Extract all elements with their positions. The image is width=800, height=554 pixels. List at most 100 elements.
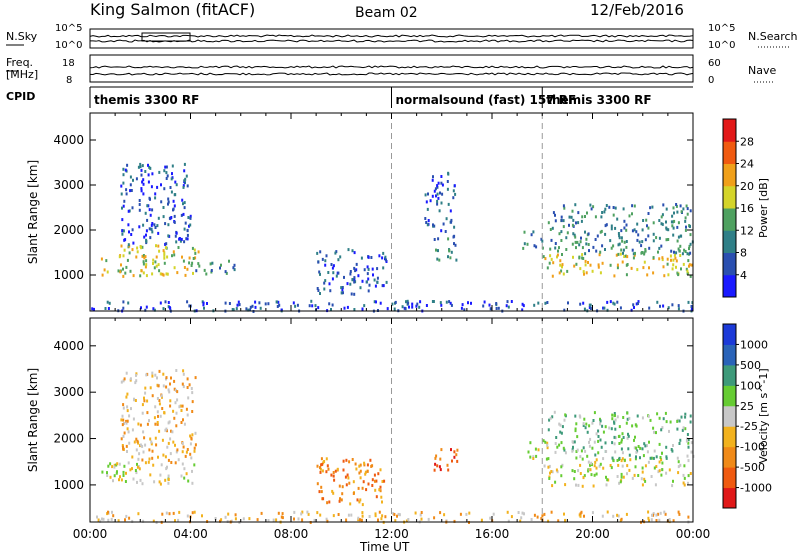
- data-cell: [126, 450, 128, 453]
- data-cell: [573, 470, 576, 473]
- data-cell: [152, 258, 155, 262]
- data-cell: [594, 215, 597, 219]
- data-cell: [374, 479, 376, 483]
- data-cell: [595, 458, 598, 462]
- data-cell: [175, 424, 178, 428]
- data-cell: [385, 258, 387, 262]
- data-cell: [156, 376, 158, 380]
- data-cell: [599, 230, 602, 234]
- data-cell: [281, 512, 284, 516]
- data-cell: [143, 399, 146, 403]
- data-cell: [437, 196, 440, 200]
- data-cell: [168, 420, 171, 424]
- data-cell: [181, 382, 184, 386]
- data-cell: [650, 518, 653, 522]
- colorbar-tick-label: 25: [740, 400, 754, 413]
- data-cell: [118, 255, 121, 259]
- data-cell: [186, 184, 189, 188]
- data-cell: [551, 470, 554, 474]
- data-cell: [159, 482, 162, 486]
- data-cell: [167, 305, 170, 309]
- data-cell: [375, 479, 378, 483]
- data-cell: [153, 308, 156, 312]
- data-cell: [647, 234, 650, 238]
- data-cell: [452, 235, 455, 239]
- data-cell: [319, 250, 322, 254]
- data-cell: [686, 271, 689, 275]
- data-cell: [664, 512, 667, 516]
- data-cell: [373, 278, 376, 282]
- data-cell: [186, 229, 189, 233]
- data-cell: [267, 519, 270, 522]
- data-cell: [645, 218, 648, 222]
- data-cell: [319, 467, 322, 471]
- data-cell: [366, 265, 369, 269]
- data-cell: [648, 266, 650, 270]
- data-cell: [583, 307, 586, 311]
- data-cell: [574, 429, 577, 433]
- data-cell: [602, 430, 605, 434]
- data-cell: [348, 460, 351, 464]
- data-cell: [561, 425, 564, 429]
- y-tick-label: 1000: [53, 268, 84, 282]
- data-cell: [614, 427, 617, 431]
- data-cell: [191, 469, 193, 473]
- data-cell: [436, 464, 439, 468]
- data-cell: [371, 464, 374, 468]
- data-cell: [336, 467, 339, 471]
- data-cell: [676, 456, 679, 460]
- data-cell: [135, 379, 138, 383]
- data-cell: [161, 272, 164, 276]
- data-cell: [366, 272, 369, 276]
- data-cell: [238, 303, 241, 307]
- cpid-segment-label: themis 3300 RF: [94, 93, 199, 107]
- data-cell: [594, 238, 597, 241]
- data-cell: [439, 511, 442, 515]
- data-cell: [296, 303, 299, 307]
- data-cell: [277, 511, 280, 515]
- data-cell: [129, 189, 132, 193]
- data-cell: [672, 226, 675, 230]
- data-cell: [552, 211, 555, 215]
- data-cell: [625, 228, 628, 232]
- data-cell: [557, 249, 559, 253]
- data-cell: [635, 302, 638, 306]
- data-cell: [579, 512, 582, 516]
- data-cell: [367, 255, 370, 259]
- data-cell: [437, 181, 440, 185]
- data-cell: [142, 254, 145, 257]
- data-cell: [258, 301, 261, 305]
- data-cell: [397, 512, 400, 516]
- data-cell: [367, 267, 370, 271]
- data-cell: [186, 386, 189, 389]
- data-cell: [347, 248, 350, 252]
- data-cell: [580, 236, 582, 240]
- data-cell: [616, 300, 619, 304]
- data-cell: [541, 514, 544, 518]
- data-cell: [121, 218, 124, 222]
- data-cell: [177, 246, 180, 249]
- data-cell: [633, 438, 635, 442]
- data-cell: [155, 264, 158, 268]
- data-cell: [634, 465, 637, 469]
- data-cell: [631, 229, 634, 233]
- data-cell: [166, 272, 169, 276]
- data-cell: [170, 216, 173, 219]
- data-cell: [343, 275, 345, 279]
- data-cell: [448, 248, 451, 252]
- data-cell: [582, 476, 585, 480]
- data-cell: [381, 500, 383, 504]
- data-cell: [249, 308, 252, 312]
- data-cell: [151, 394, 154, 398]
- data-cell: [106, 300, 109, 304]
- data-cell: [670, 258, 672, 262]
- data-cell: [587, 261, 589, 264]
- data-cell: [214, 517, 217, 520]
- data-cell: [676, 427, 679, 431]
- colorbar-swatch: [723, 208, 736, 231]
- data-cell: [433, 468, 436, 472]
- data-cell: [183, 467, 186, 471]
- data-cell: [106, 474, 109, 477]
- data-cell: [325, 470, 328, 474]
